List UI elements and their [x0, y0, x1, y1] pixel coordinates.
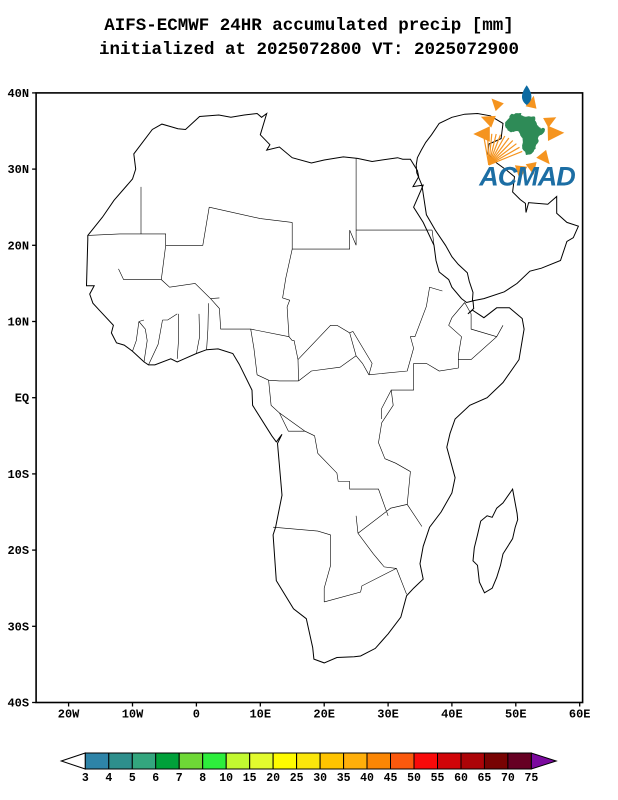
- svg-text:40S: 40S: [7, 697, 29, 711]
- svg-text:25: 25: [290, 772, 304, 785]
- svg-text:60E: 60E: [569, 708, 591, 722]
- svg-text:35: 35: [337, 772, 351, 785]
- svg-text:7: 7: [176, 772, 183, 785]
- svg-text:20S: 20S: [7, 544, 29, 558]
- svg-text:50: 50: [407, 772, 421, 785]
- svg-text:0: 0: [193, 708, 200, 722]
- svg-text:6: 6: [152, 772, 159, 785]
- svg-text:50E: 50E: [505, 708, 527, 722]
- svg-text:15: 15: [243, 772, 257, 785]
- svg-text:10N: 10N: [7, 316, 29, 330]
- svg-text:4: 4: [105, 772, 112, 785]
- svg-text:75: 75: [524, 772, 538, 785]
- svg-text:40E: 40E: [441, 708, 463, 722]
- svg-text:30E: 30E: [377, 708, 399, 722]
- svg-text:10: 10: [219, 772, 233, 785]
- svg-text:70: 70: [501, 772, 515, 785]
- svg-text:20W: 20W: [58, 708, 80, 722]
- svg-text:45: 45: [384, 772, 398, 785]
- svg-text:10W: 10W: [122, 708, 144, 722]
- svg-text:20N: 20N: [7, 239, 29, 253]
- svg-text:ACMAD: ACMAD: [478, 162, 575, 192]
- svg-text:65: 65: [477, 772, 491, 785]
- svg-text:40: 40: [360, 772, 374, 785]
- svg-text:8: 8: [199, 772, 206, 785]
- svg-text:5: 5: [129, 772, 136, 785]
- svg-text:20: 20: [266, 772, 280, 785]
- svg-text:55: 55: [431, 772, 445, 785]
- svg-text:3: 3: [82, 772, 89, 785]
- svg-text:30S: 30S: [7, 620, 29, 634]
- svg-text:20E: 20E: [313, 708, 335, 722]
- svg-text:10E: 10E: [249, 708, 271, 722]
- svg-text:10S: 10S: [7, 468, 29, 482]
- svg-text:40N: 40N: [7, 87, 29, 101]
- svg-text:30N: 30N: [7, 163, 29, 177]
- svg-text:60: 60: [454, 772, 468, 785]
- svg-text:EQ: EQ: [15, 392, 29, 406]
- svg-text:30: 30: [313, 772, 327, 785]
